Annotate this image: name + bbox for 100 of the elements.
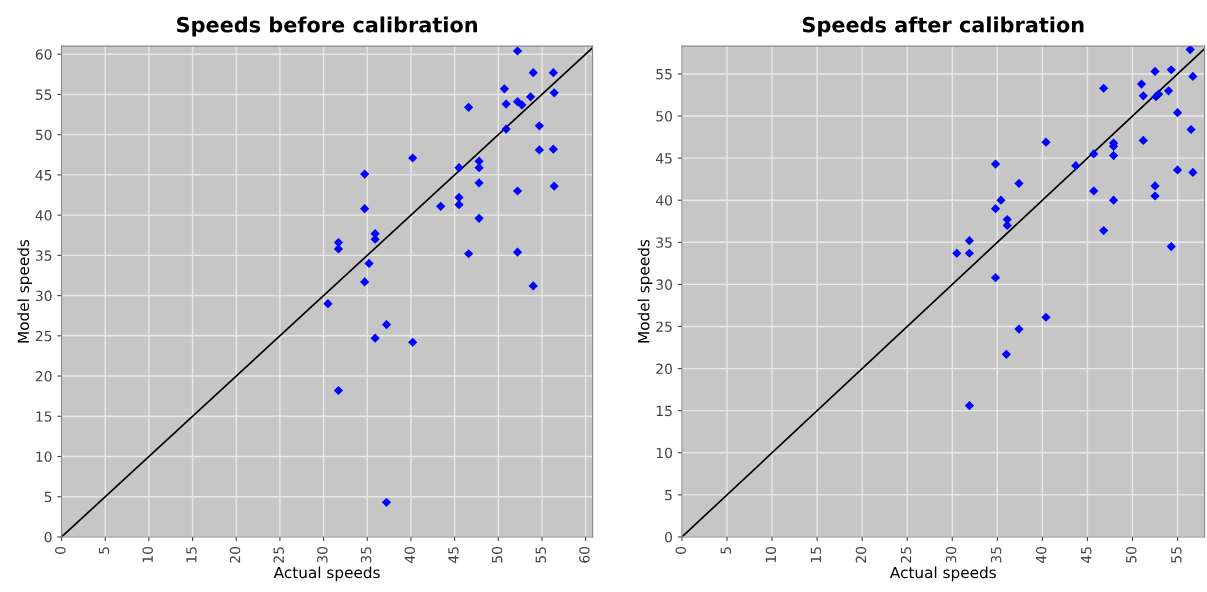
point xyxy=(1172,165,1183,175)
point xyxy=(1099,83,1109,93)
point xyxy=(323,299,333,309)
point xyxy=(408,337,418,347)
point xyxy=(408,153,418,163)
x-tick-label: 45 xyxy=(1081,547,1092,563)
y-tick-label: 50 xyxy=(656,111,672,122)
y-tick-label: 20 xyxy=(35,371,52,382)
point xyxy=(436,201,446,211)
point xyxy=(1166,65,1176,75)
point xyxy=(499,84,510,94)
x-tick-label: 0 xyxy=(675,546,686,554)
x-tick-label: 40 xyxy=(1035,546,1047,563)
x-tick-label: 15 xyxy=(810,547,822,563)
point xyxy=(1014,178,1024,188)
point xyxy=(1150,66,1160,77)
y-tick-label: 0 xyxy=(44,531,52,543)
point xyxy=(990,273,1001,283)
x-tick-label: 5 xyxy=(98,547,110,554)
y-tick-label: 0 xyxy=(665,531,672,543)
x-tick-label: 30 xyxy=(317,546,328,563)
point xyxy=(360,277,370,287)
point xyxy=(517,100,527,110)
x-tick-label: 50 xyxy=(1126,546,1137,563)
x-tick-label: 20 xyxy=(855,546,867,563)
x-tick-label: 5 xyxy=(720,547,732,554)
point xyxy=(1188,167,1198,178)
x-tick-label: 30 xyxy=(945,546,957,563)
point xyxy=(1150,191,1160,201)
y-tick-label: 35 xyxy=(656,237,672,248)
chart-title: Speeds after calibration xyxy=(802,16,1084,37)
x-tick-label: 15 xyxy=(186,547,197,563)
point xyxy=(381,319,392,330)
point xyxy=(1089,186,1099,196)
point xyxy=(1185,46,1195,55)
point xyxy=(1001,349,1011,359)
point xyxy=(1138,135,1148,146)
x-tick-label: 35 xyxy=(990,547,1002,563)
point xyxy=(1014,324,1024,334)
point xyxy=(360,169,370,179)
point xyxy=(463,249,474,259)
x-tick-label: 40 xyxy=(404,546,415,563)
point xyxy=(512,186,523,196)
y-tick-label: 10 xyxy=(36,451,52,462)
point xyxy=(1089,149,1099,159)
point xyxy=(1163,86,1174,96)
point xyxy=(1150,181,1160,191)
point xyxy=(548,144,558,154)
point xyxy=(548,68,558,78)
point xyxy=(360,204,370,214)
y-tick-label: 20 xyxy=(656,363,672,375)
point xyxy=(1108,195,1119,205)
point xyxy=(512,46,523,56)
point xyxy=(528,281,538,291)
y-tick-label: 55 xyxy=(656,69,672,80)
point xyxy=(964,248,975,258)
y-axis-title: Model speeds xyxy=(17,239,33,343)
x-tick-label: 50 xyxy=(491,546,503,563)
y-tick-label: 30 xyxy=(35,290,52,302)
x-tick-label: 55 xyxy=(1171,547,1182,563)
y-tick-label: 45 xyxy=(35,170,52,181)
point xyxy=(996,195,1006,205)
x-tick-label: 35 xyxy=(360,547,372,563)
y-tick-label: 15 xyxy=(656,405,672,417)
point xyxy=(1136,79,1147,89)
point xyxy=(501,124,511,134)
point xyxy=(549,88,559,98)
point xyxy=(364,258,374,269)
point xyxy=(454,163,464,173)
point xyxy=(534,145,544,155)
y-tick-label: 15 xyxy=(36,411,52,422)
y-tick-label: 45 xyxy=(655,153,672,164)
point xyxy=(501,99,511,109)
x-tick-label: 45 xyxy=(448,547,459,563)
y-tick-label: 55 xyxy=(35,89,52,100)
point xyxy=(1166,241,1176,252)
point xyxy=(1188,71,1198,82)
x-tick-label: 20 xyxy=(229,546,241,563)
point xyxy=(370,333,380,343)
x-axis-title: Actual speeds xyxy=(889,566,996,582)
point xyxy=(990,204,1001,214)
point xyxy=(952,248,962,258)
chart-title: Speeds before calibration xyxy=(177,16,477,37)
y-tick-label: 10 xyxy=(656,447,672,459)
x-tick-label: 25 xyxy=(900,547,912,563)
x-tick-label: 25 xyxy=(273,547,284,563)
point xyxy=(964,401,975,411)
point xyxy=(381,497,392,507)
point xyxy=(528,68,538,78)
point xyxy=(1041,137,1051,147)
point xyxy=(549,181,559,191)
y-tick-label: 25 xyxy=(656,321,672,332)
y-axis-title: Model speeds xyxy=(637,239,653,343)
y-tick-label: 35 xyxy=(35,250,52,261)
point xyxy=(333,244,344,254)
point xyxy=(474,178,484,188)
y-tick-label: 30 xyxy=(656,279,672,290)
point xyxy=(964,236,975,246)
point xyxy=(1186,124,1196,135)
point xyxy=(1071,161,1081,171)
